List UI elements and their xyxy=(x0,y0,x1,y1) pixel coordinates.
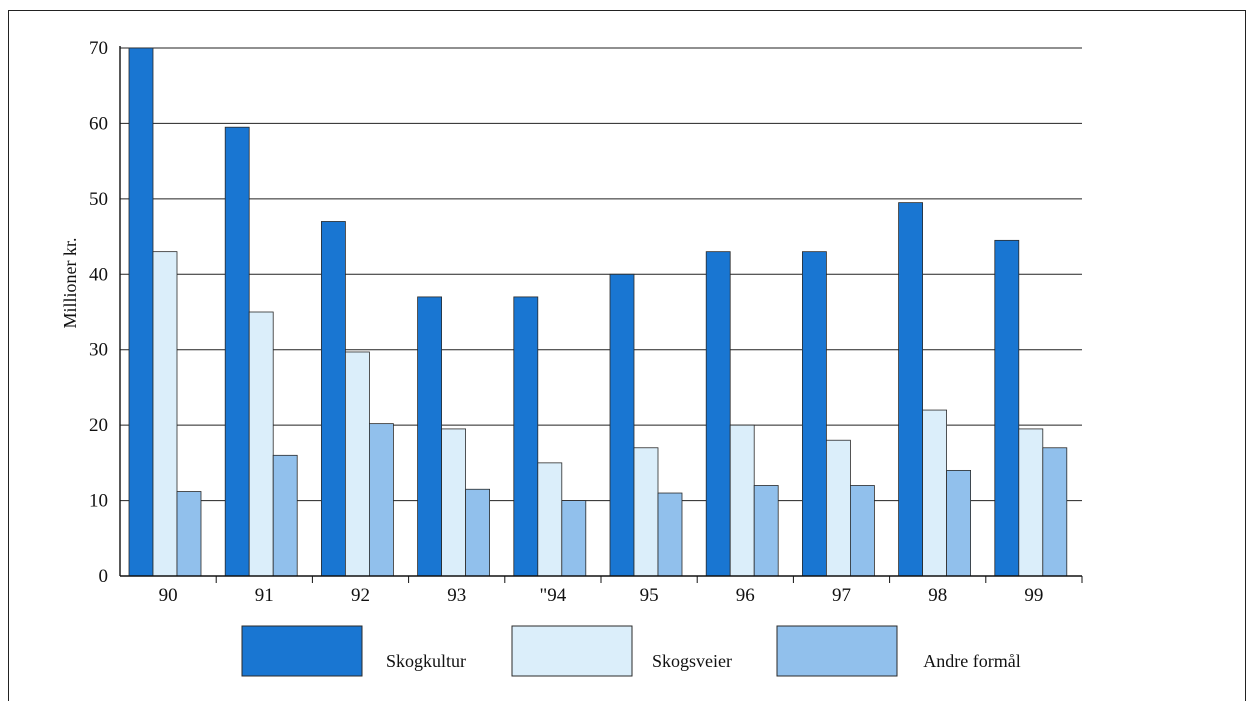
bars xyxy=(128,47,1068,577)
y-tick-label: 40 xyxy=(89,264,108,285)
bar-skogkultur-5 xyxy=(609,273,635,577)
y-tick-label: 20 xyxy=(89,415,108,436)
y-tick-label: 70 xyxy=(89,38,108,59)
bar-skogsveier-9 xyxy=(1018,428,1044,577)
y-tick-label: 30 xyxy=(89,340,108,361)
bar-skogsveier-8 xyxy=(922,409,947,577)
bar-andre-form-l-1 xyxy=(272,454,298,577)
y-tick-label: 0 xyxy=(99,566,109,587)
x-tick-label: 92 xyxy=(351,585,370,606)
bar-skogkultur-3 xyxy=(417,296,443,577)
bar-andre-form-l-2 xyxy=(368,423,394,577)
legend-label: Andre formål xyxy=(923,651,1020,671)
bar-andre-form-l-8 xyxy=(946,469,971,577)
y-axis-ticks: 0 10 20 30 40 50 60 70 xyxy=(89,38,108,587)
y-tick-label: 10 xyxy=(89,491,108,512)
legend: Skogkultur Skogsveier Andre formål xyxy=(241,625,1021,677)
bar-skogkultur-1 xyxy=(224,126,250,577)
bar-skogsveier-3 xyxy=(441,428,467,577)
bar-skogsveier-6 xyxy=(729,424,755,577)
x-tick-label: 90 xyxy=(159,585,178,606)
y-axis-label: Millioner kr. xyxy=(60,238,80,329)
bar-skogkultur-0 xyxy=(128,47,154,577)
legend-swatch-skogkultur xyxy=(241,625,363,677)
bar-skogsveier-5 xyxy=(633,447,659,577)
bar-andre-form-l-0 xyxy=(176,491,202,577)
chart-frame xyxy=(8,10,1246,701)
x-tick-label: 93 xyxy=(447,585,466,606)
bar-skogkultur-6 xyxy=(705,251,731,577)
bar-skogkultur-7 xyxy=(802,251,827,577)
bar-skogsveier-7 xyxy=(826,439,851,577)
y-tick-label: 60 xyxy=(89,113,108,134)
legend-label: Skogsveier xyxy=(652,651,732,671)
bar-skogkultur-4 xyxy=(513,296,539,577)
bar-skogsveier-1 xyxy=(248,311,274,577)
bar-skogkultur-9 xyxy=(994,239,1020,577)
bar-andre-form-l-4 xyxy=(561,500,587,577)
x-tick-label: "94 xyxy=(540,585,567,606)
legend-swatch-skogsveier xyxy=(511,625,633,677)
bar-andre-form-l-9 xyxy=(1042,447,1068,577)
x-tick-label: 95 xyxy=(640,585,659,606)
bar-skogsveier-2 xyxy=(344,351,370,577)
bar-andre-form-l-7 xyxy=(850,485,875,577)
bar-skogkultur-2 xyxy=(320,221,346,577)
x-tick-label: 99 xyxy=(1024,585,1043,606)
bar-skogsveier-4 xyxy=(537,462,563,577)
bar-andre-form-l-6 xyxy=(753,485,779,577)
x-axis-ticks: 90 91 92 93 "94 95 96 97 98 99 xyxy=(159,576,1083,606)
x-tick-label: 97 xyxy=(832,585,851,606)
bar-skogsveier-0 xyxy=(152,251,178,577)
x-tick-label: 91 xyxy=(255,585,274,606)
bar-skogkultur-8 xyxy=(898,202,923,577)
legend-label: Skogkultur xyxy=(386,651,466,671)
x-tick-label: 98 xyxy=(928,585,947,606)
y-tick-label: 50 xyxy=(89,189,108,210)
bar-andre-form-l-5 xyxy=(657,492,683,577)
bar-andre-form-l-3 xyxy=(465,488,491,577)
legend-swatch-andre-form-l xyxy=(776,625,898,677)
x-tick-label: 96 xyxy=(736,585,755,606)
